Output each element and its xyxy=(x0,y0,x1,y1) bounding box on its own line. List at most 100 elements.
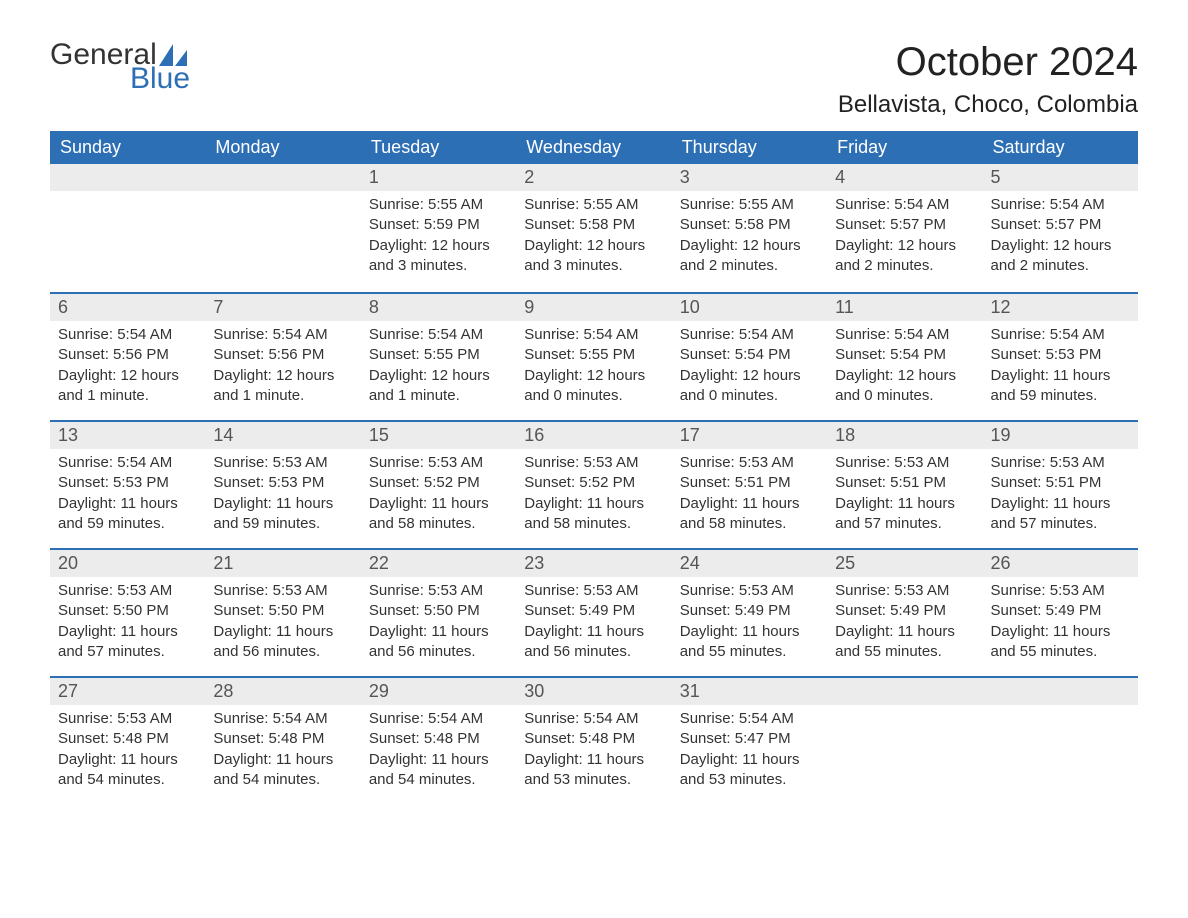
day-number-bar: 7 xyxy=(205,292,360,321)
sunset-text: Sunset: 5:49 PM xyxy=(524,601,663,621)
day-number-bar: 2 xyxy=(516,164,671,191)
sunrise-text: Sunrise: 5:53 AM xyxy=(835,453,974,473)
day-body: Sunrise: 5:53 AMSunset: 5:51 PMDaylight:… xyxy=(672,449,827,542)
sunset-text: Sunset: 5:48 PM xyxy=(369,729,508,749)
sunset-text: Sunset: 5:53 PM xyxy=(991,345,1130,365)
daylight-text: Daylight: 12 hours and 2 minutes. xyxy=(991,236,1130,277)
page-header: General Blue October 2024 Bellavista, Ch… xyxy=(50,40,1138,119)
calendar-day-cell: 11Sunrise: 5:54 AMSunset: 5:54 PMDayligh… xyxy=(827,292,982,420)
sunset-text: Sunset: 5:53 PM xyxy=(213,473,352,493)
calendar-day-cell: 20Sunrise: 5:53 AMSunset: 5:50 PMDayligh… xyxy=(50,548,205,676)
sunrise-text: Sunrise: 5:54 AM xyxy=(369,325,508,345)
sunrise-text: Sunrise: 5:54 AM xyxy=(524,325,663,345)
calendar-header-row: SundayMondayTuesdayWednesdayThursdayFrid… xyxy=(50,131,1138,164)
day-body: Sunrise: 5:54 AMSunset: 5:53 PMDaylight:… xyxy=(983,321,1138,414)
sunrise-text: Sunrise: 5:54 AM xyxy=(680,325,819,345)
sunset-text: Sunset: 5:58 PM xyxy=(680,215,819,235)
daylight-text: Daylight: 11 hours and 56 minutes. xyxy=(213,622,352,663)
day-body: Sunrise: 5:54 AMSunset: 5:56 PMDaylight:… xyxy=(205,321,360,414)
sunrise-text: Sunrise: 5:53 AM xyxy=(369,581,508,601)
day-number-bar: 1 xyxy=(361,164,516,191)
daylight-text: Daylight: 11 hours and 55 minutes. xyxy=(835,622,974,663)
daylight-text: Daylight: 12 hours and 0 minutes. xyxy=(835,366,974,407)
calendar-day-cell: 8Sunrise: 5:54 AMSunset: 5:55 PMDaylight… xyxy=(361,292,516,420)
day-number-bar: 13 xyxy=(50,420,205,449)
day-number-bar: 17 xyxy=(672,420,827,449)
daylight-text: Daylight: 11 hours and 54 minutes. xyxy=(58,750,197,791)
daylight-text: Daylight: 11 hours and 59 minutes. xyxy=(991,366,1130,407)
daylight-text: Daylight: 11 hours and 53 minutes. xyxy=(680,750,819,791)
daylight-text: Daylight: 11 hours and 55 minutes. xyxy=(991,622,1130,663)
calendar-day-cell: 27Sunrise: 5:53 AMSunset: 5:48 PMDayligh… xyxy=(50,676,205,804)
calendar-day-cell: 24Sunrise: 5:53 AMSunset: 5:49 PMDayligh… xyxy=(672,548,827,676)
calendar-day-cell: 12Sunrise: 5:54 AMSunset: 5:53 PMDayligh… xyxy=(983,292,1138,420)
sunset-text: Sunset: 5:57 PM xyxy=(991,215,1130,235)
sunrise-text: Sunrise: 5:54 AM xyxy=(991,195,1130,215)
daylight-text: Daylight: 11 hours and 55 minutes. xyxy=(680,622,819,663)
sunrise-text: Sunrise: 5:53 AM xyxy=(524,581,663,601)
calendar-day-cell: 25Sunrise: 5:53 AMSunset: 5:49 PMDayligh… xyxy=(827,548,982,676)
day-number-bar: 11 xyxy=(827,292,982,321)
calendar-day-cell: 2Sunrise: 5:55 AMSunset: 5:58 PMDaylight… xyxy=(516,164,671,292)
day-body xyxy=(205,191,360,203)
calendar-day-cell: 15Sunrise: 5:53 AMSunset: 5:52 PMDayligh… xyxy=(361,420,516,548)
day-body: Sunrise: 5:54 AMSunset: 5:53 PMDaylight:… xyxy=(50,449,205,542)
day-body: Sunrise: 5:55 AMSunset: 5:58 PMDaylight:… xyxy=(516,191,671,284)
sunset-text: Sunset: 5:52 PM xyxy=(524,473,663,493)
day-body: Sunrise: 5:53 AMSunset: 5:51 PMDaylight:… xyxy=(827,449,982,542)
daylight-text: Daylight: 12 hours and 1 minute. xyxy=(369,366,508,407)
daylight-text: Daylight: 12 hours and 0 minutes. xyxy=(524,366,663,407)
sunrise-text: Sunrise: 5:53 AM xyxy=(991,581,1130,601)
day-body: Sunrise: 5:54 AMSunset: 5:48 PMDaylight:… xyxy=(516,705,671,798)
weekday-header: Wednesday xyxy=(516,131,671,164)
calendar-week-row: 13Sunrise: 5:54 AMSunset: 5:53 PMDayligh… xyxy=(50,420,1138,548)
sunrise-text: Sunrise: 5:54 AM xyxy=(58,453,197,473)
day-body xyxy=(983,705,1138,717)
sunset-text: Sunset: 5:58 PM xyxy=(524,215,663,235)
sunrise-text: Sunrise: 5:54 AM xyxy=(213,325,352,345)
daylight-text: Daylight: 11 hours and 57 minutes. xyxy=(58,622,197,663)
day-number-bar: 6 xyxy=(50,292,205,321)
sunset-text: Sunset: 5:54 PM xyxy=(835,345,974,365)
day-number-bar: 26 xyxy=(983,548,1138,577)
calendar-day-cell: 19Sunrise: 5:53 AMSunset: 5:51 PMDayligh… xyxy=(983,420,1138,548)
sunrise-text: Sunrise: 5:54 AM xyxy=(524,709,663,729)
day-number-bar: 19 xyxy=(983,420,1138,449)
calendar-day-cell xyxy=(50,164,205,292)
sunrise-text: Sunrise: 5:55 AM xyxy=(524,195,663,215)
day-number-bar: 16 xyxy=(516,420,671,449)
sunset-text: Sunset: 5:56 PM xyxy=(213,345,352,365)
calendar-day-cell: 9Sunrise: 5:54 AMSunset: 5:55 PMDaylight… xyxy=(516,292,671,420)
calendar-table: SundayMondayTuesdayWednesdayThursdayFrid… xyxy=(50,131,1138,804)
weekday-header: Friday xyxy=(827,131,982,164)
calendar-week-row: 20Sunrise: 5:53 AMSunset: 5:50 PMDayligh… xyxy=(50,548,1138,676)
daylight-text: Daylight: 11 hours and 59 minutes. xyxy=(58,494,197,535)
day-number-bar: 31 xyxy=(672,676,827,705)
calendar-day-cell: 14Sunrise: 5:53 AMSunset: 5:53 PMDayligh… xyxy=(205,420,360,548)
sunrise-text: Sunrise: 5:53 AM xyxy=(369,453,508,473)
calendar-day-cell: 17Sunrise: 5:53 AMSunset: 5:51 PMDayligh… xyxy=(672,420,827,548)
sunset-text: Sunset: 5:53 PM xyxy=(58,473,197,493)
day-body: Sunrise: 5:53 AMSunset: 5:52 PMDaylight:… xyxy=(516,449,671,542)
calendar-day-cell xyxy=(827,676,982,804)
daylight-text: Daylight: 11 hours and 54 minutes. xyxy=(369,750,508,791)
day-number-bar: 28 xyxy=(205,676,360,705)
calendar-day-cell: 18Sunrise: 5:53 AMSunset: 5:51 PMDayligh… xyxy=(827,420,982,548)
day-number-bar: 30 xyxy=(516,676,671,705)
day-number-bar: 25 xyxy=(827,548,982,577)
day-body: Sunrise: 5:54 AMSunset: 5:57 PMDaylight:… xyxy=(827,191,982,284)
sunset-text: Sunset: 5:50 PM xyxy=(213,601,352,621)
day-number-bar: 5 xyxy=(983,164,1138,191)
sunset-text: Sunset: 5:49 PM xyxy=(680,601,819,621)
day-body: Sunrise: 5:54 AMSunset: 5:55 PMDaylight:… xyxy=(361,321,516,414)
sunset-text: Sunset: 5:54 PM xyxy=(680,345,819,365)
daylight-text: Daylight: 11 hours and 57 minutes. xyxy=(835,494,974,535)
day-body: Sunrise: 5:54 AMSunset: 5:54 PMDaylight:… xyxy=(672,321,827,414)
sunrise-text: Sunrise: 5:53 AM xyxy=(58,709,197,729)
sunset-text: Sunset: 5:52 PM xyxy=(369,473,508,493)
day-number-bar: 10 xyxy=(672,292,827,321)
day-body: Sunrise: 5:54 AMSunset: 5:57 PMDaylight:… xyxy=(983,191,1138,284)
day-body: Sunrise: 5:53 AMSunset: 5:52 PMDaylight:… xyxy=(361,449,516,542)
daylight-text: Daylight: 12 hours and 0 minutes. xyxy=(680,366,819,407)
day-number-bar: 4 xyxy=(827,164,982,191)
